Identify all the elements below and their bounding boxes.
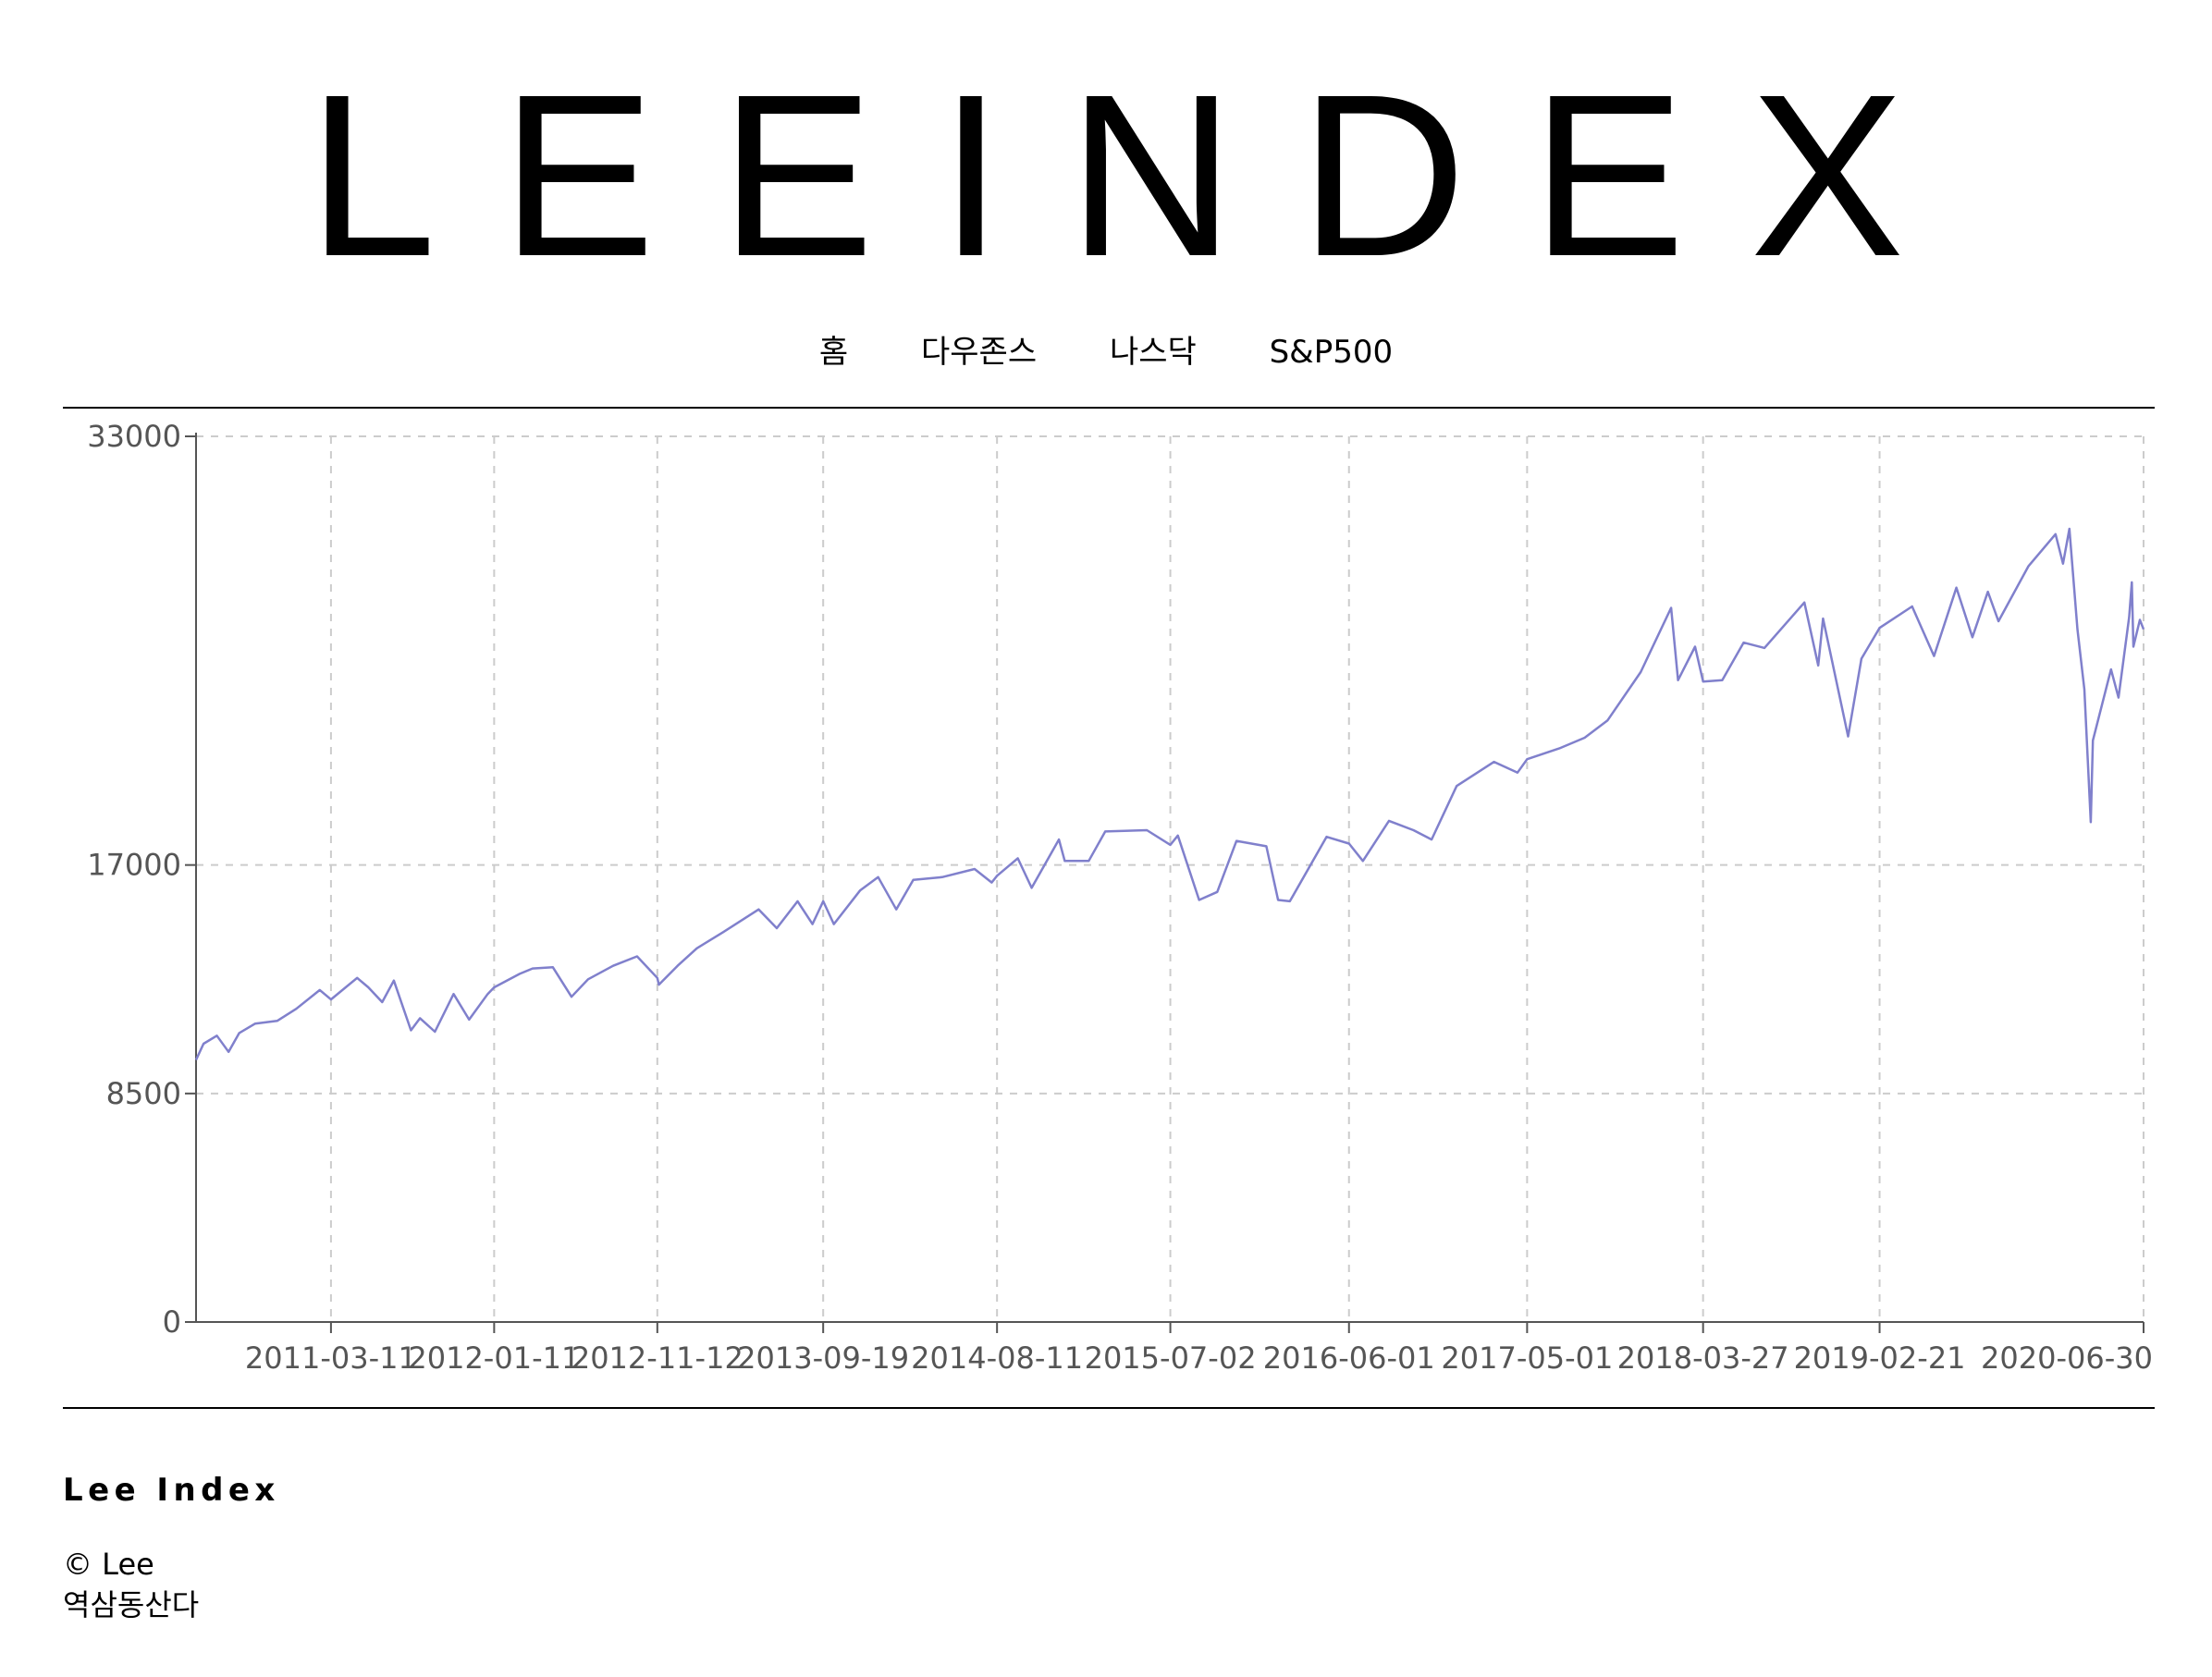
footer-info: © Lee 역삼동산다: [63, 1544, 199, 1625]
x-tick-label: 2011-03-11: [245, 1340, 417, 1376]
y-tick-label: 17000: [87, 848, 181, 883]
y-tick-label: 8500: [106, 1076, 181, 1111]
series-line: [194, 527, 2145, 1061]
footer-brand: Lee Index: [63, 1472, 280, 1509]
x-tick-label: 2016-06-01: [1263, 1340, 1435, 1376]
site-logo[interactable]: LEEINDEX: [307, 46, 1970, 304]
x-tick-label: 2017-05-01: [1441, 1340, 1613, 1376]
x-tick-label: 2019-02-21: [1794, 1340, 1966, 1376]
nav-home[interactable]: 홈: [818, 334, 849, 371]
main-nav: 홈 다우존스 나스닥 S&P500: [0, 329, 2212, 375]
x-tick-label: 2015-07-02: [1085, 1340, 1257, 1376]
nav-dow-jones[interactable]: 다우존스: [921, 334, 1038, 371]
x-tick-label: 2020-06-30: [1981, 1340, 2153, 1376]
x-tick-label: 2012-11-12: [571, 1340, 743, 1376]
nav-sp500[interactable]: S&P500: [1269, 334, 1394, 371]
index-line-chart: 0 8500 17000 33000 2011-03-112012-01-112012-…: [87, 419, 2153, 1376]
footer-copyright: © Lee: [63, 1547, 154, 1582]
footer-location: 역삼동산다: [63, 1587, 200, 1622]
footer-divider: [63, 1407, 2155, 1409]
y-tick-label: 0: [163, 1304, 181, 1340]
y-tick-label: 33000: [87, 419, 181, 454]
x-tick-label: 2013-09-19: [737, 1340, 909, 1376]
x-tick-label: 2012-01-11: [408, 1340, 580, 1376]
x-tick-label: 2018-03-27: [1617, 1340, 1789, 1376]
nav-nasdaq[interactable]: 나스닥: [1109, 334, 1197, 371]
header-divider: [63, 407, 2155, 409]
x-tick-label: 2014-08-11: [911, 1340, 1083, 1376]
